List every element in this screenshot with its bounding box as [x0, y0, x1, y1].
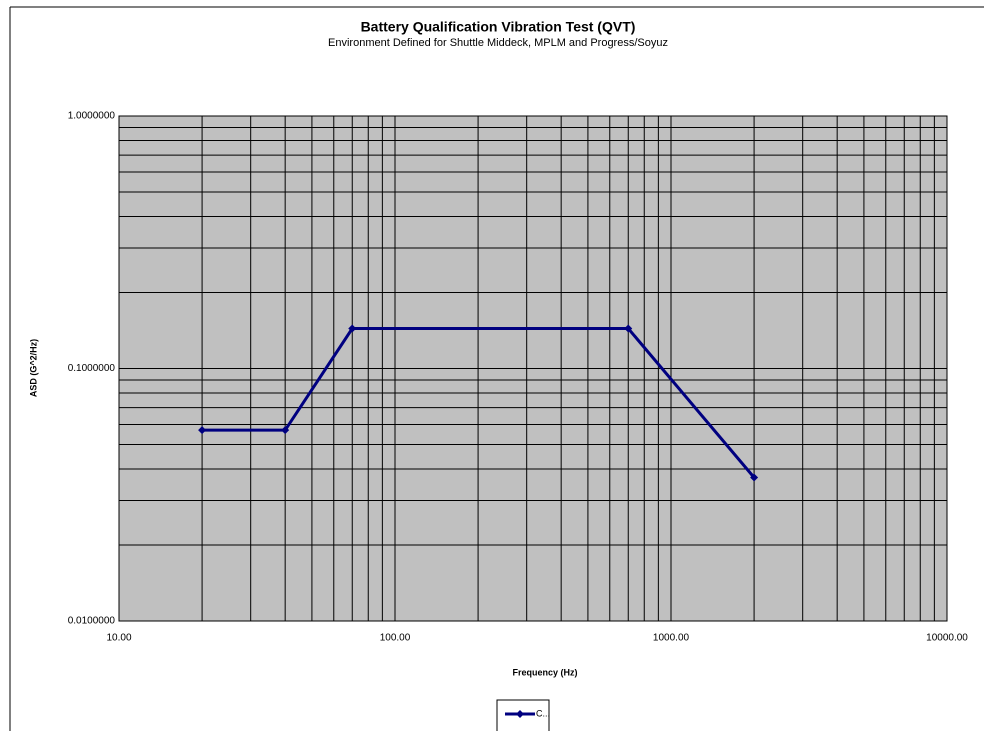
legend-label: C...: [536, 708, 550, 718]
legend-marker: [516, 710, 524, 718]
x-tick-label: 1000.00: [653, 633, 690, 644]
point-marker: [348, 324, 357, 333]
y-tick-label: 0.0100000: [68, 616, 116, 627]
point-marker: [750, 473, 759, 482]
chart-subtitle: Environment Defined for Shuttle Middeck,…: [328, 37, 668, 49]
x-tick-label: 10.00: [106, 633, 131, 644]
x-tick-label: 10000.00: [926, 633, 968, 644]
x-tick-label: 100.00: [380, 633, 411, 644]
y-tick-label: 1.0000000: [68, 111, 116, 122]
y-axis-label: ASD (G^2/Hz): [28, 339, 38, 397]
chart-title: Battery Qualification Vibration Test (QV…: [361, 19, 636, 35]
x-axis-label: Frequency (Hz): [512, 667, 577, 677]
y-tick-label: 0.1000000: [68, 363, 116, 374]
point-marker: [624, 324, 633, 333]
point-marker: [281, 426, 290, 435]
point-marker: [198, 426, 207, 435]
